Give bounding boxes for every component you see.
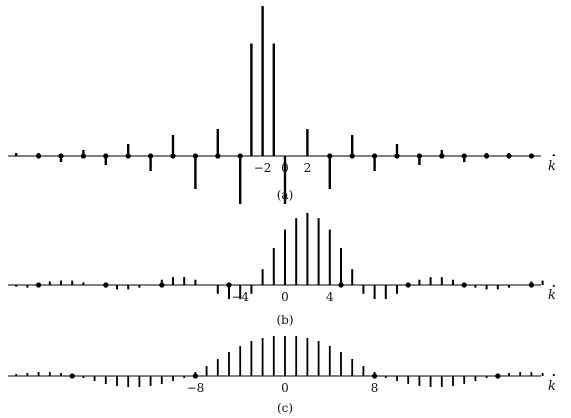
zero-dot xyxy=(103,153,109,159)
zero-dot xyxy=(125,153,131,159)
zero-dot xyxy=(394,153,400,159)
zero-dot xyxy=(484,153,490,159)
zero-dot xyxy=(103,282,109,288)
zero-dot xyxy=(349,153,355,159)
panel-a-xlabel: k xyxy=(548,159,556,174)
panel-c-tick-label: −8 xyxy=(187,381,205,395)
zero-dot xyxy=(215,153,221,159)
zero-dot xyxy=(237,153,243,159)
panel-b-tick-label: 0 xyxy=(281,290,289,304)
zero-dot xyxy=(528,282,535,288)
zero-dot xyxy=(439,153,445,159)
panel-c-stems xyxy=(15,336,555,387)
panel-a-tick-label: 2 xyxy=(304,161,312,175)
panel-b-tick-label: 4 xyxy=(326,290,334,304)
zero-dot xyxy=(338,282,344,288)
zero-dot xyxy=(372,153,378,159)
panel-b: −4 0 4 k (b) xyxy=(8,212,556,327)
panel-c: −8 0 8 k (c) xyxy=(8,336,556,415)
panel-a-tick-label: −2 xyxy=(254,161,272,175)
panel-c-caption: (c) xyxy=(277,401,293,415)
zero-dot xyxy=(226,282,232,288)
zero-dot xyxy=(58,153,64,159)
zero-dot xyxy=(69,373,75,379)
zero-dot xyxy=(192,153,198,159)
zero-dot xyxy=(372,373,378,379)
zero-dot xyxy=(506,153,512,159)
zero-dot xyxy=(170,153,176,159)
zero-dot xyxy=(80,153,86,159)
panel-a-zero-dots xyxy=(36,153,535,159)
panel-c-xlabel: k xyxy=(548,379,556,394)
zero-dot xyxy=(327,153,333,159)
zero-dot xyxy=(36,282,42,288)
zero-dot xyxy=(416,153,422,159)
panel-c-zero-dots xyxy=(69,373,501,379)
zero-dot xyxy=(36,153,42,159)
panel-b-caption: (b) xyxy=(276,313,293,327)
zero-dot xyxy=(192,373,198,379)
zero-dot xyxy=(528,153,535,159)
zero-dot xyxy=(495,373,501,379)
zero-dot xyxy=(461,153,467,159)
panel-b-zero-dots xyxy=(36,282,535,288)
panel-b-tick-label: −4 xyxy=(231,290,249,304)
panel-c-tick-label: 8 xyxy=(371,381,379,395)
panel-a-caption: (a) xyxy=(277,188,294,202)
panel-c-tick-label: 0 xyxy=(281,381,289,395)
panel-a-tick-label: 0 xyxy=(281,161,289,175)
zero-dot xyxy=(461,282,467,288)
zero-dot xyxy=(159,282,165,288)
zero-dot xyxy=(148,153,154,159)
panel-b-stems xyxy=(15,212,555,300)
panel-a: −2 0 2 k (a) xyxy=(8,6,556,204)
zero-dot xyxy=(405,282,411,288)
panel-b-xlabel: k xyxy=(548,288,556,303)
